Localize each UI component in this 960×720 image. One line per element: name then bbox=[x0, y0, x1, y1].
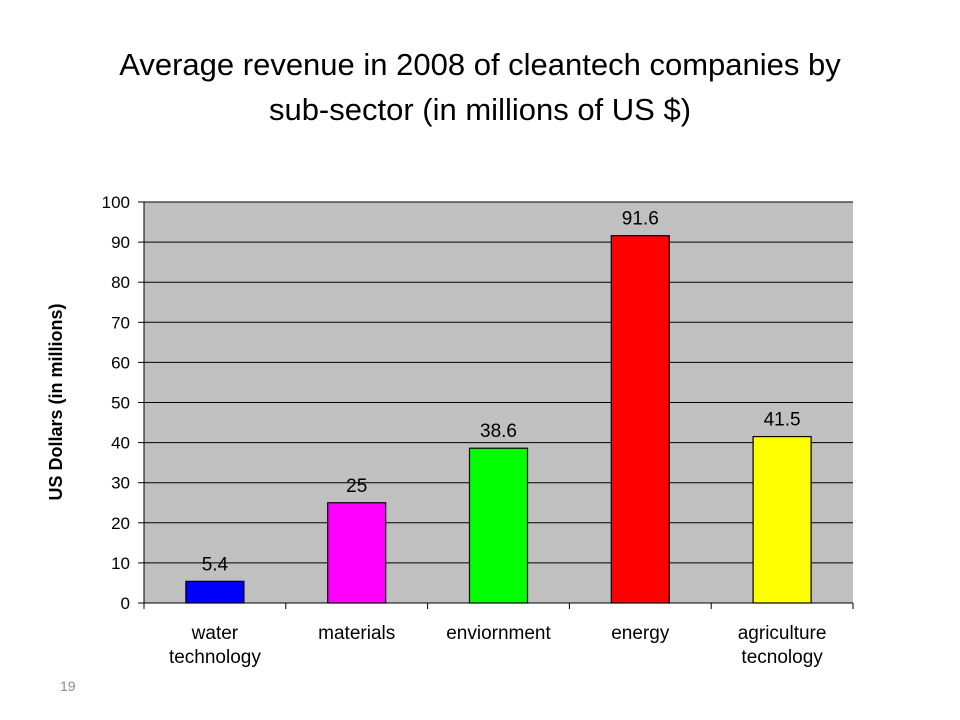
data-label: 38.6 bbox=[480, 421, 517, 442]
y-axis-title: US Dollars (in millions) bbox=[46, 303, 66, 500]
y-tick-label: 50 bbox=[111, 394, 130, 413]
y-tick-label: 70 bbox=[111, 313, 130, 332]
y-tick-label: 80 bbox=[111, 273, 130, 292]
y-tick-label: 100 bbox=[102, 193, 130, 212]
x-tick-label: materials bbox=[318, 623, 395, 644]
y-tick-label: 0 bbox=[121, 594, 130, 613]
bar bbox=[610, 235, 670, 604]
x-tick-label: agriculture bbox=[738, 623, 827, 644]
data-label: 5.4 bbox=[202, 554, 229, 575]
x-tick-label: tecnology bbox=[741, 647, 823, 668]
bar bbox=[752, 435, 812, 604]
y-tick-label: 30 bbox=[111, 474, 130, 493]
data-label: 91.6 bbox=[622, 209, 659, 230]
data-label: 41.5 bbox=[764, 410, 801, 431]
x-tick-label: energy bbox=[611, 623, 670, 644]
bar bbox=[185, 580, 245, 604]
y-tick-label: 90 bbox=[111, 233, 130, 252]
y-tick-label: 10 bbox=[111, 554, 130, 573]
y-tick-label: 60 bbox=[111, 353, 130, 372]
bar bbox=[468, 447, 529, 604]
x-tick-label: water bbox=[191, 623, 239, 644]
data-label: 25 bbox=[346, 476, 367, 497]
title-line-1: Average revenue in 2008 of cleantech com… bbox=[119, 47, 841, 82]
bar bbox=[327, 502, 387, 604]
slide-title: Average revenue in 2008 of cleantech com… bbox=[60, 42, 900, 132]
x-tick-label: enviornment bbox=[446, 623, 551, 644]
y-tick-label: 20 bbox=[111, 514, 130, 533]
title-line-2: sub-sector (in millions of US $) bbox=[268, 92, 692, 127]
page-number: 19 bbox=[60, 678, 76, 694]
y-tick-label: 40 bbox=[111, 434, 130, 453]
x-tick-label: technology bbox=[169, 647, 261, 668]
